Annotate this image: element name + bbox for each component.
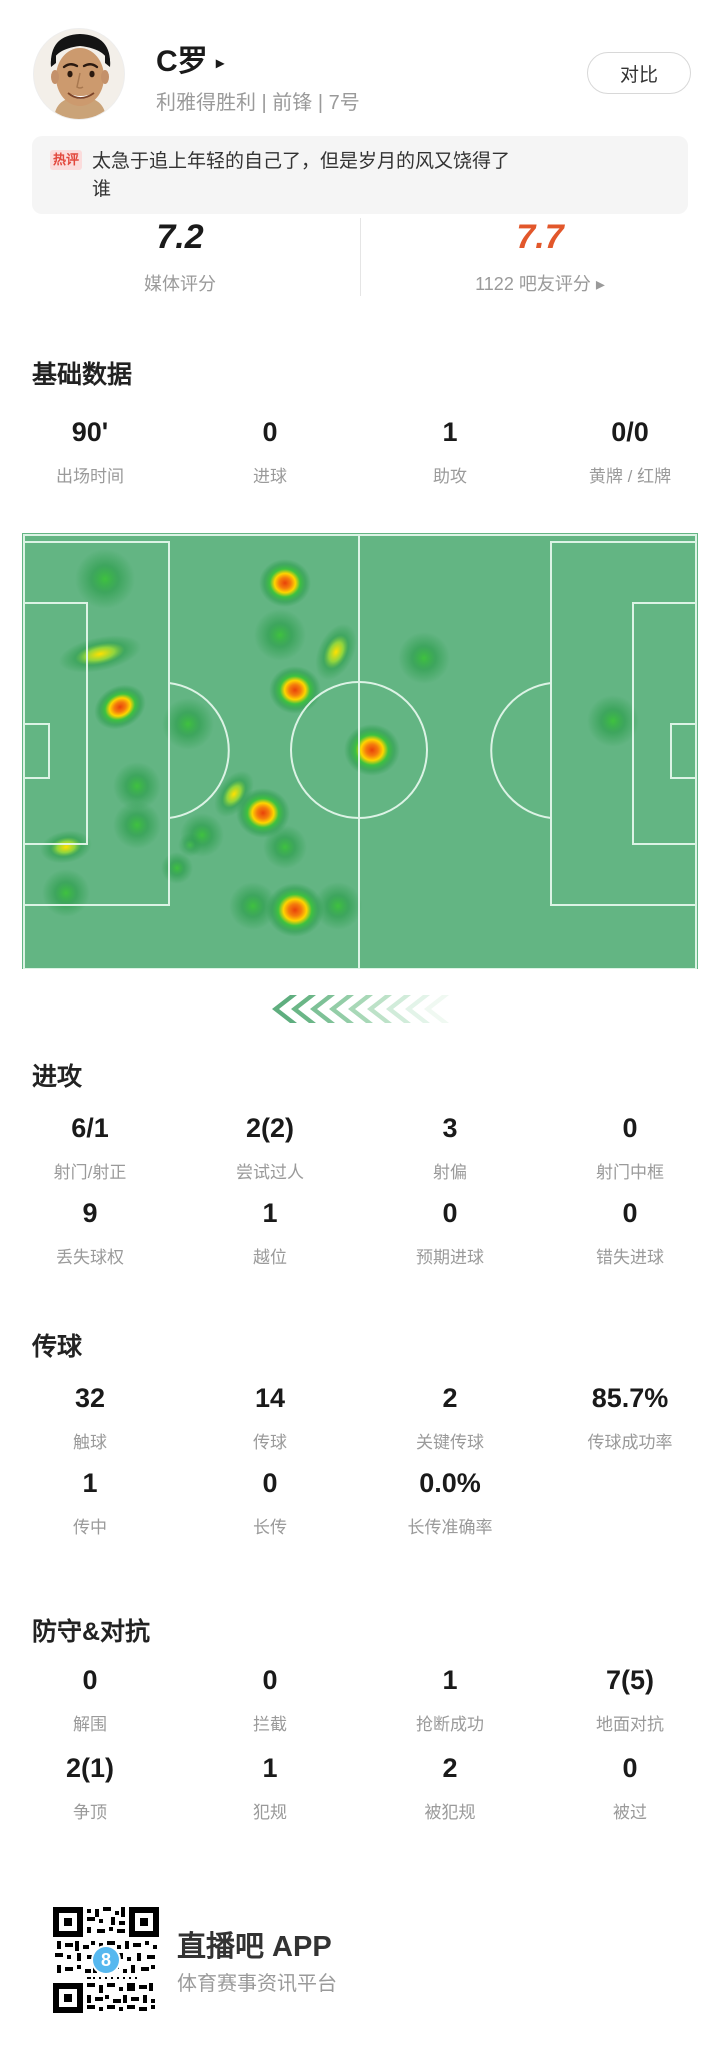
svg-text:8: 8 xyxy=(101,1950,111,1970)
